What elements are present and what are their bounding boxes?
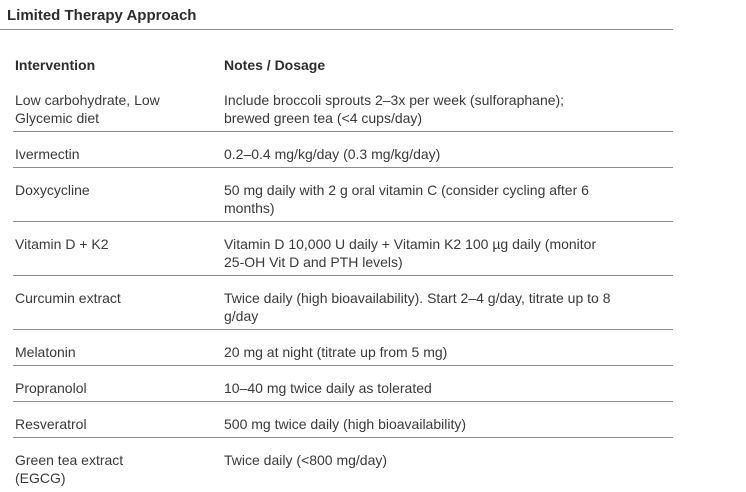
intervention-cell: Doxycycline bbox=[15, 182, 90, 198]
notes-cell: Vitamin D 10,000 U daily + Vitamin K2 10… bbox=[224, 236, 597, 270]
title-bar: Limited Therapy Approach bbox=[0, 0, 673, 30]
table-row: Ivermectin 0.2–0.4 mg/kg/day (0.3 mg/kg/… bbox=[13, 132, 673, 168]
notes-cell: Twice daily (high bioavailability). Star… bbox=[224, 290, 611, 324]
table-row: Low carbohydrate, Low Glycemic diet Incl… bbox=[13, 78, 673, 132]
table-row: Resveratrol 500 mg twice daily (high bio… bbox=[13, 402, 673, 438]
table-body: Low carbohydrate, Low Glycemic diet Incl… bbox=[13, 78, 673, 491]
table-header: Intervention Notes / Dosage bbox=[13, 30, 673, 78]
notes-cell: 50 mg daily with 2 g oral vitamin C (con… bbox=[224, 182, 589, 216]
table-row: Doxycycline 50 mg daily with 2 g oral vi… bbox=[13, 168, 673, 222]
notes-cell: 20 mg at night (titrate up from 5 mg) bbox=[224, 344, 448, 360]
intervention-cell: Ivermectin bbox=[15, 146, 80, 162]
table-row: Vitamin D + K2 Vitamin D 10,000 U daily … bbox=[13, 222, 673, 276]
intervention-cell: Resveratrol bbox=[15, 416, 87, 432]
column-header-intervention: Intervention bbox=[15, 57, 96, 73]
intervention-cell: Propranolol bbox=[15, 380, 87, 396]
intervention-cell: Melatonin bbox=[15, 344, 76, 360]
header-row: Intervention Notes / Dosage bbox=[13, 30, 673, 78]
notes-cell: Twice daily (<800 mg/day) bbox=[224, 452, 388, 468]
table-row: Melatonin 20 mg at night (titrate up fro… bbox=[13, 330, 673, 366]
therapy-table: Intervention Notes / Dosage Low carbohyd… bbox=[13, 30, 673, 491]
notes-cell: 500 mg twice daily (high bioavailability… bbox=[224, 416, 467, 432]
notes-cell: 0.2–0.4 mg/kg/day (0.3 mg/kg/day) bbox=[224, 146, 441, 162]
intervention-cell: Low carbohydrate, Low Glycemic diet bbox=[15, 92, 160, 126]
notes-cell: 10–40 mg twice daily as tolerated bbox=[224, 380, 432, 396]
notes-cell: Include broccoli sprouts 2–3x per week (… bbox=[224, 92, 565, 126]
table-row: Propranolol 10–40 mg twice daily as tole… bbox=[13, 366, 673, 402]
table-row: Curcumin extract Twice daily (high bioav… bbox=[13, 276, 673, 330]
intervention-cell: Curcumin extract bbox=[15, 290, 121, 306]
page-title: Limited Therapy Approach bbox=[7, 7, 197, 24]
intervention-cell: Vitamin D + K2 bbox=[15, 236, 109, 252]
table-row: Green tea extract (EGCG) Twice daily (<8… bbox=[13, 438, 673, 492]
intervention-cell: Green tea extract (EGCG) bbox=[15, 452, 124, 486]
column-header-notes: Notes / Dosage bbox=[224, 57, 326, 73]
